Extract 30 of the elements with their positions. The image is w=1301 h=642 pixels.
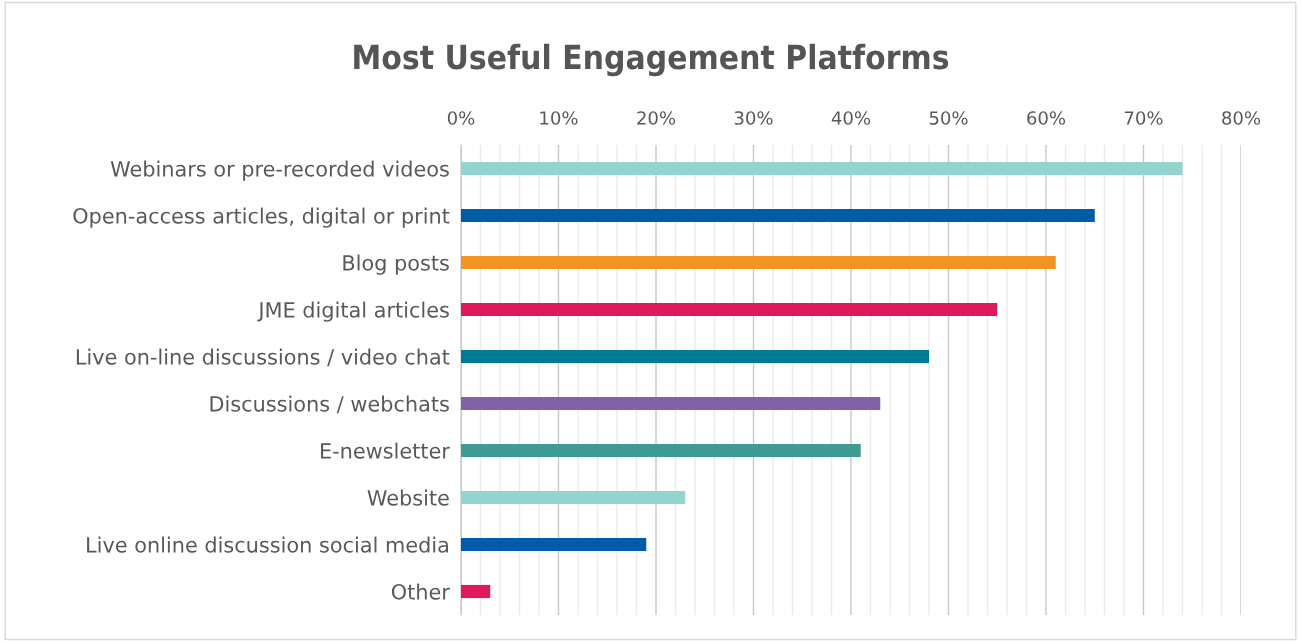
bar xyxy=(461,302,998,317)
bar xyxy=(461,161,1183,176)
bar xyxy=(461,255,1056,270)
x-tick-label: 40% xyxy=(831,111,871,125)
y-tick-label: Open-access articles, digital or print xyxy=(73,207,450,228)
x-tick-label: 50% xyxy=(929,111,968,125)
bar xyxy=(461,349,929,364)
y-tick-label: Website xyxy=(367,489,449,506)
x-tick-label: 10% xyxy=(540,111,578,125)
y-tick-label: Webinars or pre-recorded videos xyxy=(110,160,449,181)
x-tick-label: 30% xyxy=(734,111,773,125)
bar xyxy=(461,443,861,458)
chart-title: Most Useful Engagement Platforms xyxy=(354,43,949,77)
x-tick-label: 70% xyxy=(1124,111,1163,125)
y-tick-label: Live online discussion social media xyxy=(87,536,448,553)
x-tick-label: 20% xyxy=(637,111,676,125)
bar xyxy=(461,490,686,505)
y-tick-label: E-newsletter xyxy=(321,442,450,459)
x-tick-label: 0% xyxy=(447,111,475,125)
bar xyxy=(461,584,491,599)
y-tick-label: Blog posts xyxy=(343,254,449,275)
x-tick-label: 80% xyxy=(1222,111,1261,125)
y-tick-label: JME digital articles xyxy=(257,301,449,322)
bar xyxy=(461,208,1095,223)
y-tick-label: Other xyxy=(391,583,450,600)
y-tick-label: Discussions / webchats xyxy=(210,395,449,414)
bar xyxy=(461,396,881,411)
x-tick-label: 60% xyxy=(1027,111,1066,125)
bar xyxy=(461,537,647,552)
y-tick-label: Live on-line discussions / video chat xyxy=(76,348,450,367)
